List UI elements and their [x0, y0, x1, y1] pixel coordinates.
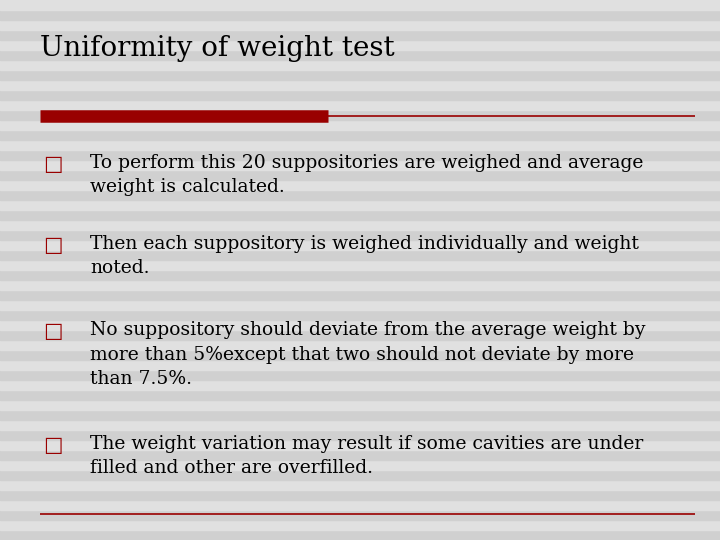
- Bar: [0, 480, 720, 490]
- Text: □: □: [43, 154, 63, 174]
- Bar: [0, 440, 720, 450]
- Bar: [0, 450, 720, 460]
- Bar: [0, 120, 720, 130]
- Bar: [0, 220, 720, 230]
- Bar: [0, 170, 720, 180]
- Bar: [0, 150, 720, 160]
- Bar: [0, 200, 720, 210]
- Bar: [0, 430, 720, 440]
- Bar: [0, 210, 720, 220]
- Bar: [0, 160, 720, 170]
- Text: To perform this 20 suppositories are weighed and average
weight is calculated.: To perform this 20 suppositories are wei…: [90, 154, 644, 196]
- Bar: [0, 520, 720, 530]
- Bar: [0, 510, 720, 520]
- Bar: [0, 80, 720, 90]
- Bar: [0, 40, 720, 50]
- Bar: [0, 380, 720, 390]
- Bar: [0, 350, 720, 360]
- Bar: [0, 400, 720, 410]
- Bar: [0, 470, 720, 480]
- Bar: [0, 390, 720, 400]
- Bar: [0, 340, 720, 350]
- Bar: [0, 310, 720, 320]
- Bar: [0, 110, 720, 120]
- Bar: [0, 240, 720, 250]
- Bar: [0, 10, 720, 20]
- Text: □: □: [43, 321, 63, 341]
- Text: The weight variation may result if some cavities are under
filled and other are : The weight variation may result if some …: [90, 435, 643, 477]
- Bar: [0, 330, 720, 340]
- Text: Then each suppository is weighed individually and weight
noted.: Then each suppository is weighed individ…: [90, 235, 639, 277]
- Bar: [0, 140, 720, 150]
- Bar: [0, 300, 720, 310]
- Text: Uniformity of weight test: Uniformity of weight test: [40, 35, 395, 62]
- Bar: [0, 180, 720, 190]
- Bar: [0, 50, 720, 60]
- Bar: [0, 290, 720, 300]
- Bar: [0, 70, 720, 80]
- Bar: [0, 530, 720, 540]
- Bar: [0, 360, 720, 370]
- Bar: [0, 250, 720, 260]
- Bar: [0, 0, 720, 10]
- Bar: [0, 60, 720, 70]
- Text: □: □: [43, 435, 63, 455]
- Bar: [0, 270, 720, 280]
- Bar: [0, 190, 720, 200]
- Bar: [0, 130, 720, 140]
- Bar: [0, 280, 720, 290]
- Text: □: □: [43, 235, 63, 255]
- Bar: [0, 260, 720, 270]
- Bar: [0, 500, 720, 510]
- Bar: [0, 320, 720, 330]
- Bar: [0, 20, 720, 30]
- Bar: [0, 490, 720, 500]
- Bar: [0, 90, 720, 100]
- Bar: [0, 410, 720, 420]
- Bar: [0, 30, 720, 40]
- Text: No suppository should deviate from the average weight by
more than 5%except that: No suppository should deviate from the a…: [90, 321, 646, 388]
- Bar: [0, 420, 720, 430]
- Bar: [0, 100, 720, 110]
- Bar: [0, 230, 720, 240]
- Bar: [0, 370, 720, 380]
- Bar: [0, 460, 720, 470]
